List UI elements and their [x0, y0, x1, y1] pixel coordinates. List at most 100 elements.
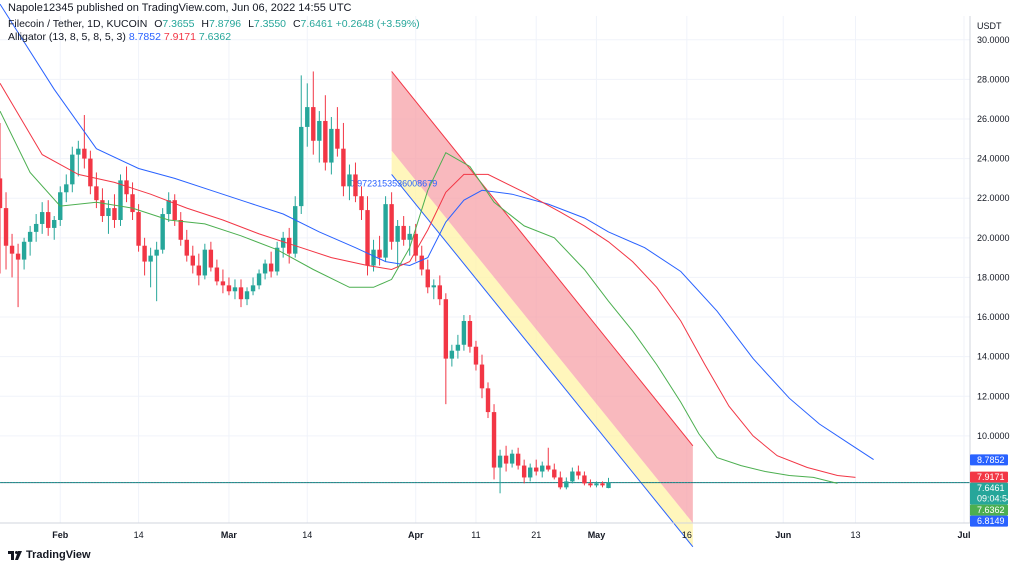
channel-upper-zone	[391, 71, 693, 523]
low-label: L	[248, 18, 254, 30]
candle-body	[293, 206, 298, 254]
price-tag-label: 7.6362	[977, 505, 1005, 515]
candle-body	[491, 412, 497, 468]
channel-top-line	[391, 71, 694, 447]
alligator-jaw-line	[0, 3, 874, 461]
candle-body	[148, 255, 153, 262]
candle-body	[407, 233, 412, 240]
candle-body	[546, 465, 551, 470]
x-tick-label: May	[588, 530, 606, 540]
candle-body	[33, 223, 39, 232]
tradingview-icon	[8, 550, 22, 560]
candle-body	[15, 253, 21, 260]
x-tick-label: Jul	[957, 530, 970, 540]
y-tick-label: 18.0000	[977, 272, 1010, 282]
currency-label: USDT	[977, 21, 1002, 31]
candle-body	[383, 204, 388, 258]
candle-body	[256, 273, 262, 286]
candle-body	[570, 471, 575, 482]
candle-body	[497, 455, 503, 468]
candle-body	[558, 477, 563, 488]
y-tick-label: 20.0000	[977, 233, 1010, 243]
candle-body	[329, 128, 334, 163]
open-value: 7.3655	[162, 18, 195, 30]
candle-body	[52, 219, 57, 228]
low-value: 7.3550	[253, 18, 287, 30]
candle-body	[166, 200, 171, 215]
candle-body	[515, 453, 521, 466]
x-tick-label: 21	[531, 530, 541, 540]
candle-body	[112, 208, 117, 220]
x-tick-label: 16	[682, 530, 692, 540]
x-tick-label: 11	[471, 530, 480, 540]
candle-body	[588, 483, 593, 486]
y-tick-label: 28.0000	[977, 74, 1010, 84]
x-tick-label: 13	[851, 530, 861, 540]
candle-body	[564, 481, 569, 488]
tradingview-logo[interactable]: TradingView	[8, 549, 91, 561]
price-tag-countdown: 09:04:54	[977, 494, 1012, 504]
candle-body	[202, 249, 208, 276]
teeth-value: 7.9171	[163, 31, 196, 43]
symbol-row: Filecoin / Tether, 1D, KUCOIN O7.3655 H7…	[8, 18, 420, 31]
candle-body	[0, 178, 3, 209]
candle-body	[606, 482, 611, 489]
candle-body	[88, 158, 93, 187]
x-tick-label: 14	[134, 530, 144, 540]
candle-body	[154, 249, 159, 256]
alligator-lines	[0, 3, 874, 484]
candle-body	[232, 287, 238, 292]
candle-body	[443, 299, 449, 359]
candle-body	[365, 210, 370, 266]
candle-body	[576, 471, 581, 476]
candle-body	[250, 285, 256, 292]
chart-legend: Filecoin / Tether, 1D, KUCOIN O7.3655 H7…	[8, 18, 420, 44]
high-value: 7.8796	[209, 18, 242, 30]
candle-body	[449, 350, 455, 359]
close-value: 7.6461	[300, 18, 333, 30]
candle-body	[220, 281, 226, 286]
candle-body	[431, 285, 436, 288]
x-tick-label: Apr	[408, 530, 424, 540]
price-tag-label: 7.9171	[977, 472, 1005, 482]
y-tick-label: 26.0000	[977, 114, 1010, 124]
candle-body	[21, 241, 27, 260]
candle-body	[262, 263, 268, 274]
candle-body	[208, 249, 214, 268]
candle-body	[467, 320, 473, 347]
change-value: +0.2648 (+3.59%)	[335, 18, 420, 30]
candle-body	[184, 239, 189, 256]
symbol-name: Filecoin / Tether, 1D, KUCOIN	[8, 18, 148, 30]
candle-body	[347, 174, 352, 187]
jaw-value: 8.7852	[128, 31, 161, 43]
candle-body	[64, 184, 69, 193]
candle-body	[142, 245, 147, 262]
candle-body	[190, 255, 195, 266]
price-tag-label: 8.7852	[977, 455, 1005, 465]
price-tag	[970, 515, 1008, 527]
candle-body	[540, 465, 545, 472]
candle-body	[503, 455, 509, 464]
candle-body	[39, 212, 45, 224]
candle-body	[226, 285, 232, 292]
candle-body	[160, 214, 165, 250]
candle-body	[527, 467, 533, 478]
price-tag	[970, 471, 1008, 483]
candle-body	[238, 287, 244, 300]
candle-body	[286, 237, 292, 254]
candle-body	[413, 233, 418, 256]
y-tick-label: 30.0000	[977, 35, 1010, 45]
y-tick-label: 12.0000	[977, 391, 1010, 401]
regression-channel: 0.9723153536008679	[350, 71, 694, 548]
candle-body	[70, 154, 75, 185]
x-tick-label: Jun	[775, 530, 791, 540]
candle-body	[353, 174, 358, 197]
candle-body	[455, 344, 461, 351]
candle-body	[94, 186, 99, 201]
candle-body	[401, 225, 406, 240]
candle-body	[473, 346, 479, 365]
candle-body	[196, 265, 202, 276]
candle-body	[317, 120, 322, 141]
